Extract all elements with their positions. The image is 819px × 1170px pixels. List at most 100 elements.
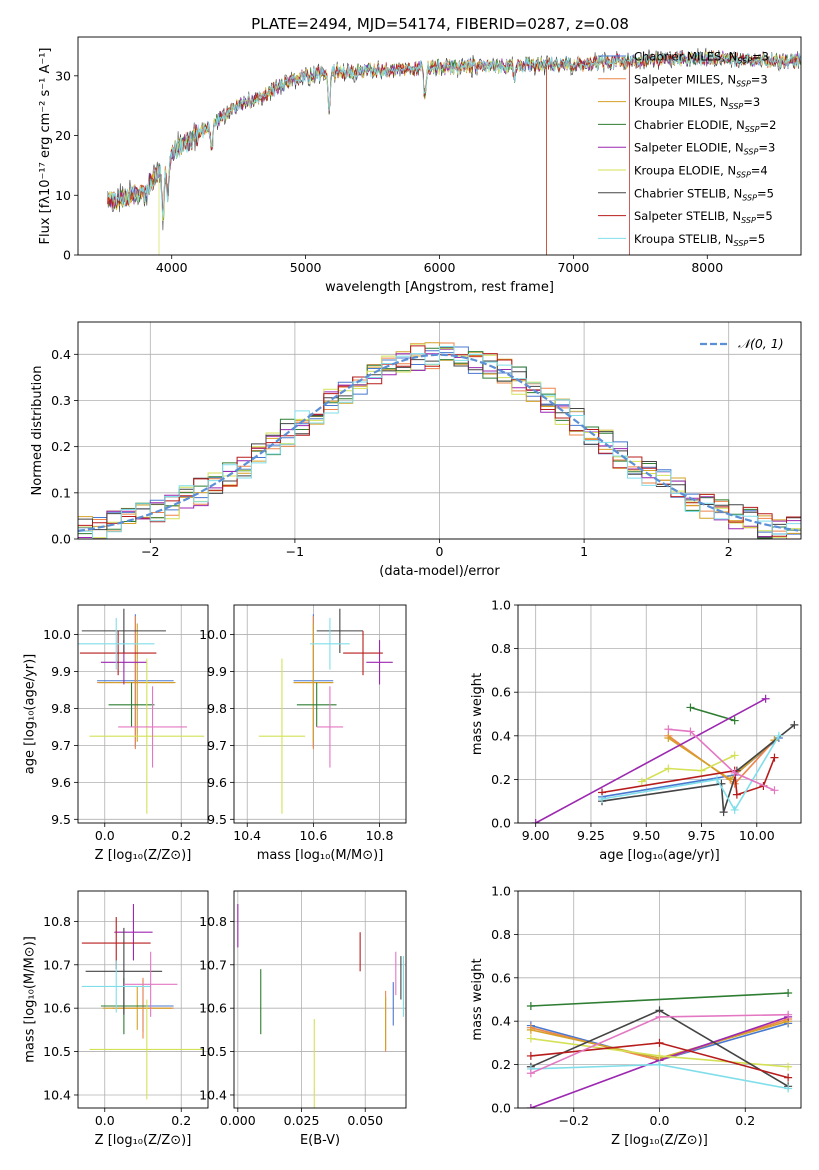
mass_vs_Z-ytick-label: 10.6 — [43, 1001, 71, 1016]
age_vs_Z-ytick-label: 9.7 — [51, 738, 71, 753]
mass_vs_Z-ylabel: mass [log₁₀(M/M⊙)] — [23, 936, 38, 1063]
spectrum-decor: 4000 5000 6000 7000 8000 0 10 20 30 wavelength [A… — [38, 36, 802, 295]
weight_vs_age-marker — [719, 808, 728, 817]
spectrum-plot-area — [107, 47, 801, 255]
age_vs_mass-errorbar-point — [310, 617, 350, 670]
mass_vs_EBV-axes — [234, 891, 406, 1108]
weight_vs_age-xtick-label: 9.50 — [632, 828, 660, 843]
residuals-xlabel: (data-model)/error — [379, 564, 500, 579]
weight_vs_Z-marker — [784, 1062, 793, 1071]
weight_vs_age-marker — [730, 751, 739, 760]
weight_vs_Z-xtick-label: 0.2 — [735, 1113, 755, 1128]
age_vs_mass-ytick-label: 9.7 — [207, 738, 227, 753]
weight_vs_Z-marker — [784, 988, 793, 997]
residuals-xtick-label: −2 — [141, 544, 159, 559]
age_vs_Z-xtick-label: 0.0 — [95, 828, 115, 843]
mass_vs_Z-plot-area — [81, 904, 205, 1100]
mass_vs_EBV-ytick-label: 10.4 — [199, 1087, 227, 1102]
weight_vs_Z-marker — [526, 1051, 535, 1060]
residuals-ytick-label: 0.3 — [51, 393, 71, 408]
weight_vs_Z-marker — [526, 1034, 535, 1043]
weight_vs_age-decor: 9.00 9.25 9.50 9.75 10.00 0.0 0.2 0.4 0.6 0.8 1.0 a… — [470, 598, 802, 863]
age_vs_mass-errorbar-point — [293, 623, 334, 742]
residuals-plot-area — [78, 342, 801, 539]
legend-entry: Salpeter MILES, NSSP=3 — [634, 72, 768, 88]
mass_vs_Z-errorbar-point — [81, 960, 151, 1013]
weight_vs_age-series-8 — [601, 735, 780, 812]
weight_vs_Z-marker — [655, 1038, 664, 1047]
weight_vs_Z-marker — [655, 1051, 664, 1060]
mass_vs_Z-errorbar-point — [85, 927, 163, 1015]
age_vs_mass-xlabel: mass [log₁₀(M/M⊙)] — [257, 848, 384, 863]
weight_vs_age-marker — [531, 819, 540, 823]
mass_vs_EBV-ytick-label: 10.5 — [199, 1044, 227, 1059]
residuals-decor: −2 −1 0 1 2 0.0 0.1 0.2 0.3 0.4 (data-model)/error… — [30, 321, 802, 579]
weight_vs_Z-marker — [526, 1104, 535, 1108]
weight_vs_age-ylabel: mass weight — [470, 673, 485, 755]
age_vs_mass-decor: 10.4 10.6 10.8 9.5 9.6 9.7 9.8 9.9 10.0 mass [log… — [199, 604, 407, 863]
age_vs_Z-xlabel: Z [log₁₀(Z/Z⊙)] — [95, 848, 192, 863]
weight_vs_Z-xtick-label: −0.2 — [559, 1113, 589, 1128]
legend-entry: Chabrier MILES, NSSP=3 — [634, 50, 769, 66]
weight_vs_age-marker — [664, 733, 673, 742]
weight_vs_age-series-3 — [690, 706, 735, 722]
legend-entry: Kroupa MILES, NSSP=3 — [634, 95, 760, 111]
spectrum-ylabel: Flux [fλ10⁻¹⁷ erg cm⁻² s⁻¹ A⁻¹] — [38, 47, 53, 244]
weight_vs_Z-ytick-label: 0.6 — [491, 970, 511, 985]
mass_vs_Z-ytick-label: 10.4 — [43, 1087, 71, 1102]
weight_vs_Z-marker — [526, 1069, 535, 1078]
weight_vs_Z-ytick-label: 0.4 — [491, 1014, 511, 1029]
weight_vs_age-frame — [517, 604, 802, 824]
spectrum-xtick-label: 8000 — [691, 260, 723, 275]
weight_vs_Z-ytick-label: 0.0 — [491, 1101, 511, 1116]
spectrum-xlabel: wavelength [Angstrom, rest frame] — [325, 280, 554, 295]
residuals-xtick-label: 1 — [580, 544, 588, 559]
age_vs_Z-axes — [78, 605, 208, 823]
weight_vs_Z-marker — [526, 1002, 535, 1011]
age_vs_Z-errorbar-point — [99, 623, 176, 742]
weight_vs_age-series-9 — [668, 728, 775, 792]
weight_vs_age-marker — [664, 725, 673, 734]
weight_vs_age-marker — [697, 766, 706, 775]
legend-entry: Salpeter ELODIE, NSSP=3 — [634, 141, 775, 157]
weight_vs_age-ytick-label: 0.2 — [491, 772, 511, 787]
weight_vs_age-ytick-label: 0.8 — [491, 641, 511, 656]
spectrum-line-7 — [107, 51, 801, 255]
mass_vs_Z-errorbar-point — [89, 999, 205, 1100]
age_vs_mass-errorbar-point — [316, 686, 344, 768]
weight_vs_age-ytick-label: 0.6 — [491, 685, 511, 700]
legend-entry: Salpeter STELIB, NSSP=5 — [634, 209, 773, 225]
residuals-ytick-label: 0.4 — [51, 347, 71, 362]
age_vs_Z-ytick-label: 9.6 — [51, 775, 71, 790]
weight_vs_age-marker — [664, 764, 673, 773]
weight_vs_age-marker — [686, 727, 695, 736]
weight_vs_age-plot-area — [531, 694, 799, 823]
age_vs_Z-xtick-label: 0.2 — [171, 828, 191, 843]
mass_vs_Z-ytick-label: 10.7 — [43, 957, 71, 972]
age_vs_Z-ylabel: age [log₁₀(age/yr)] — [23, 654, 38, 775]
spectrum-xtick-label: 7000 — [557, 260, 589, 275]
spectrum-xtick-label: 6000 — [424, 260, 456, 275]
spectrum-xtick-label: 5000 — [290, 260, 322, 275]
mass_vs_EBV-ytick-label: 10.6 — [199, 1001, 227, 1016]
weight_vs_Z-decor: −0.2 0.0 0.2 0.0 0.2 0.4 0.6 0.8 1.0 Z [log₁₀(Z/Z… — [470, 884, 802, 1148]
spectrum-ytick-label: 10 — [55, 188, 71, 203]
legend-entry: Chabrier ELODIE, NSSP=2 — [634, 118, 776, 134]
age_vs_Z-ytick-label: 10.0 — [43, 627, 71, 642]
weight_vs_Z-marker — [526, 1025, 535, 1034]
age_vs_mass-xtick-label: 10.6 — [299, 828, 327, 843]
weight_vs_age-xtick-label: 10.00 — [739, 828, 775, 843]
weight_vs_age-series-5 — [641, 754, 736, 783]
age_vs_Z-decor: 0.0 0.2 9.5 9.6 9.7 9.8 9.9 10.0 Z [log₁₀(Z/Z⊙)]… — [23, 604, 209, 863]
weight_vs_age-marker — [598, 795, 607, 804]
residuals-ytick-label: 0.1 — [51, 485, 71, 500]
mass_vs_Z-xtick-label: 0.0 — [95, 1113, 115, 1128]
spectrum-line-8 — [107, 51, 801, 218]
mass_vs_Z-xlabel: Z [log₁₀(Z/Z⊙)] — [95, 1133, 192, 1148]
weight_vs_age-marker — [726, 775, 735, 784]
age_vs_Z-ytick-label: 9.5 — [51, 812, 71, 827]
legend-entry: Kroupa ELODIE, NSSP=4 — [634, 164, 768, 180]
mass_vs_EBV-xtick-label: 0.025 — [284, 1113, 320, 1128]
mass_vs_EBV-xtick-label: 0.050 — [347, 1113, 383, 1128]
